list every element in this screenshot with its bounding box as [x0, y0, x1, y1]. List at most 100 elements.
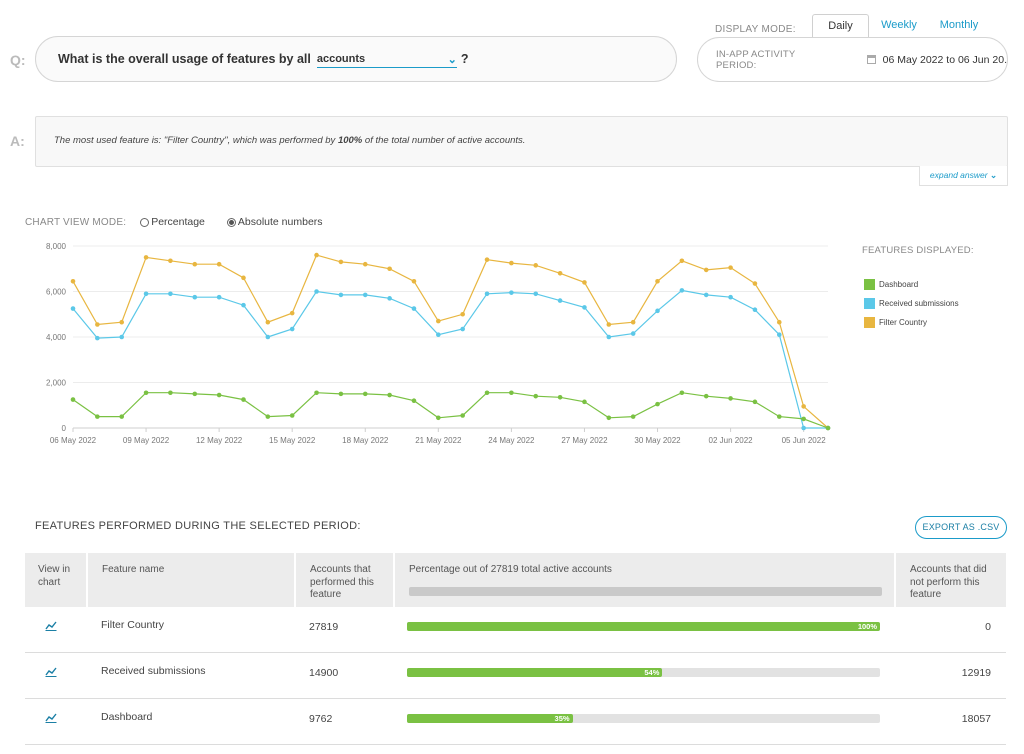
- row-percentage-label: 35%: [554, 714, 570, 723]
- header-view-in-chart: View in chart: [38, 564, 71, 588]
- radio-percentage-circle[interactable]: [140, 217, 150, 227]
- data-point-dashboard: [241, 397, 246, 402]
- data-point-received-submissions: [436, 332, 441, 338]
- data-point-dashboard: [95, 414, 100, 419]
- row-accounts-count: 27819: [309, 621, 339, 633]
- data-point-filter-country: [338, 259, 344, 265]
- header-divider: [294, 553, 296, 607]
- legend-swatch: [864, 317, 875, 328]
- radio-absolute-numbers[interactable]: Absolute numbers: [226, 216, 323, 228]
- line-chart-icon[interactable]: [45, 713, 57, 723]
- data-point-filter-country: [557, 271, 563, 276]
- data-point-received-submissions: [679, 288, 685, 293]
- entity-select[interactable]: accounts ⌄: [316, 51, 457, 68]
- radio-percentage[interactable]: Percentage: [140, 216, 205, 228]
- row-not-performed: 18057: [961, 713, 991, 725]
- data-point-received-submissions: [703, 292, 709, 298]
- data-point-dashboard: [143, 390, 149, 396]
- data-point-filter-country: [606, 322, 612, 327]
- radio-absolute-circle[interactable]: [226, 217, 236, 227]
- row-accounts-count: 14900: [309, 667, 339, 679]
- x-tick-label: 30 May 2022: [634, 436, 681, 445]
- x-tick-label: 12 May 2022: [196, 436, 243, 445]
- data-point-received-submissions: [557, 298, 563, 303]
- header-divider: [86, 553, 88, 607]
- data-point-received-submissions: [387, 296, 392, 301]
- answer-letter: A:: [10, 133, 25, 149]
- series-line-received-submissions: [72, 289, 828, 429]
- header-percentage: Percentage out of 27819 total active acc…: [409, 564, 612, 575]
- expand-answer-button[interactable]: expand answer ⌄: [919, 166, 1008, 186]
- data-point-dashboard: [192, 391, 198, 397]
- data-point-filter-country: [289, 310, 295, 316]
- data-point-dashboard: [411, 398, 417, 403]
- data-point-dashboard: [436, 415, 441, 421]
- data-point-received-submissions: [655, 308, 660, 314]
- data-point-dashboard: [265, 414, 271, 419]
- x-tick-label: 15 May 2022: [269, 436, 316, 445]
- data-point-dashboard: [509, 390, 514, 396]
- y-tick-label: 6,000: [46, 288, 67, 297]
- row-not-performed: 12919: [961, 667, 991, 679]
- data-point-filter-country: [509, 260, 514, 266]
- data-point-dashboard: [655, 401, 660, 407]
- chart-view-mode: CHART VIEW MODE: Percentage Absolute num…: [25, 216, 323, 228]
- series-line-dashboard: [72, 392, 829, 429]
- data-point-received-submissions: [95, 335, 100, 341]
- tab-monthly[interactable]: Monthly: [939, 19, 979, 31]
- series-line-filter-country: [72, 254, 829, 429]
- data-point-filter-country: [192, 261, 198, 267]
- tab-daily[interactable]: Daily: [812, 14, 869, 38]
- export-csv-button[interactable]: EXPORT AS .CSV: [915, 516, 1007, 539]
- line-chart-icon[interactable]: [45, 621, 57, 631]
- data-point-filter-country: [119, 319, 125, 325]
- header-divider: [393, 553, 395, 607]
- data-point-filter-country: [70, 278, 76, 284]
- line-chart-icon[interactable]: [45, 667, 57, 677]
- data-point-dashboard: [387, 392, 392, 398]
- data-point-dashboard: [582, 399, 587, 405]
- chart-svg: 0 2,000 4,000 6,000 8,000 06 May 2022 09 May 2…: [46, 242, 831, 445]
- legend-item-filter-country[interactable]: Filter Country: [864, 317, 927, 328]
- data-point-filter-country: [265, 319, 271, 325]
- data-point-received-submissions: [338, 292, 344, 298]
- data-point-filter-country: [752, 281, 758, 286]
- data-point-received-submissions: [192, 294, 198, 300]
- legend-swatch: [864, 279, 875, 290]
- data-point-filter-country: [95, 322, 100, 327]
- y-tick-label: 0: [62, 424, 67, 433]
- data-point-filter-country: [216, 261, 222, 267]
- legend-item-dashboard[interactable]: Dashboard: [864, 279, 918, 290]
- data-point-received-submissions: [143, 291, 149, 297]
- row-percentage-bar: 35%: [407, 714, 880, 723]
- period-value: 06 May 2022 to 06 Jun 20.: [882, 53, 1007, 66]
- data-point-filter-country: [728, 265, 733, 270]
- table-row: Filter Country 27819 100% 0: [25, 607, 1006, 653]
- data-point-filter-country: [484, 257, 490, 262]
- activity-period-box[interactable]: IN-APP ACTIVITY PERIOD: 06 May 2022 to 0…: [697, 37, 1008, 82]
- data-point-received-submissions: [241, 302, 246, 308]
- x-tick-label: 24 May 2022: [488, 436, 535, 445]
- tab-weekly[interactable]: Weekly: [881, 19, 917, 31]
- row-percentage-label: 54%: [644, 668, 660, 677]
- header-divider: [894, 553, 896, 607]
- y-tick-label: 4,000: [46, 333, 67, 342]
- data-point-filter-country: [168, 258, 173, 264]
- data-point-received-submissions: [509, 290, 514, 295]
- legend-item-received-submissions[interactable]: Received submissions: [864, 298, 959, 309]
- question-box: What is the overall usage of features by…: [35, 36, 677, 82]
- data-point-dashboard: [557, 394, 563, 400]
- data-point-received-submissions: [168, 291, 173, 297]
- data-point-received-submissions: [314, 289, 319, 294]
- x-tick-label: 18 May 2022: [342, 436, 389, 445]
- y-tick-label: 2,000: [46, 379, 67, 388]
- data-point-received-submissions: [362, 292, 368, 298]
- data-point-received-submissions: [119, 334, 125, 340]
- data-point-dashboard: [460, 413, 465, 418]
- data-point-filter-country: [387, 266, 392, 272]
- data-point-dashboard: [679, 390, 685, 396]
- data-point-filter-country: [314, 252, 319, 258]
- data-point-received-submissions: [752, 307, 758, 312]
- data-point-received-submissions: [728, 294, 733, 300]
- data-point-filter-country: [630, 319, 636, 325]
